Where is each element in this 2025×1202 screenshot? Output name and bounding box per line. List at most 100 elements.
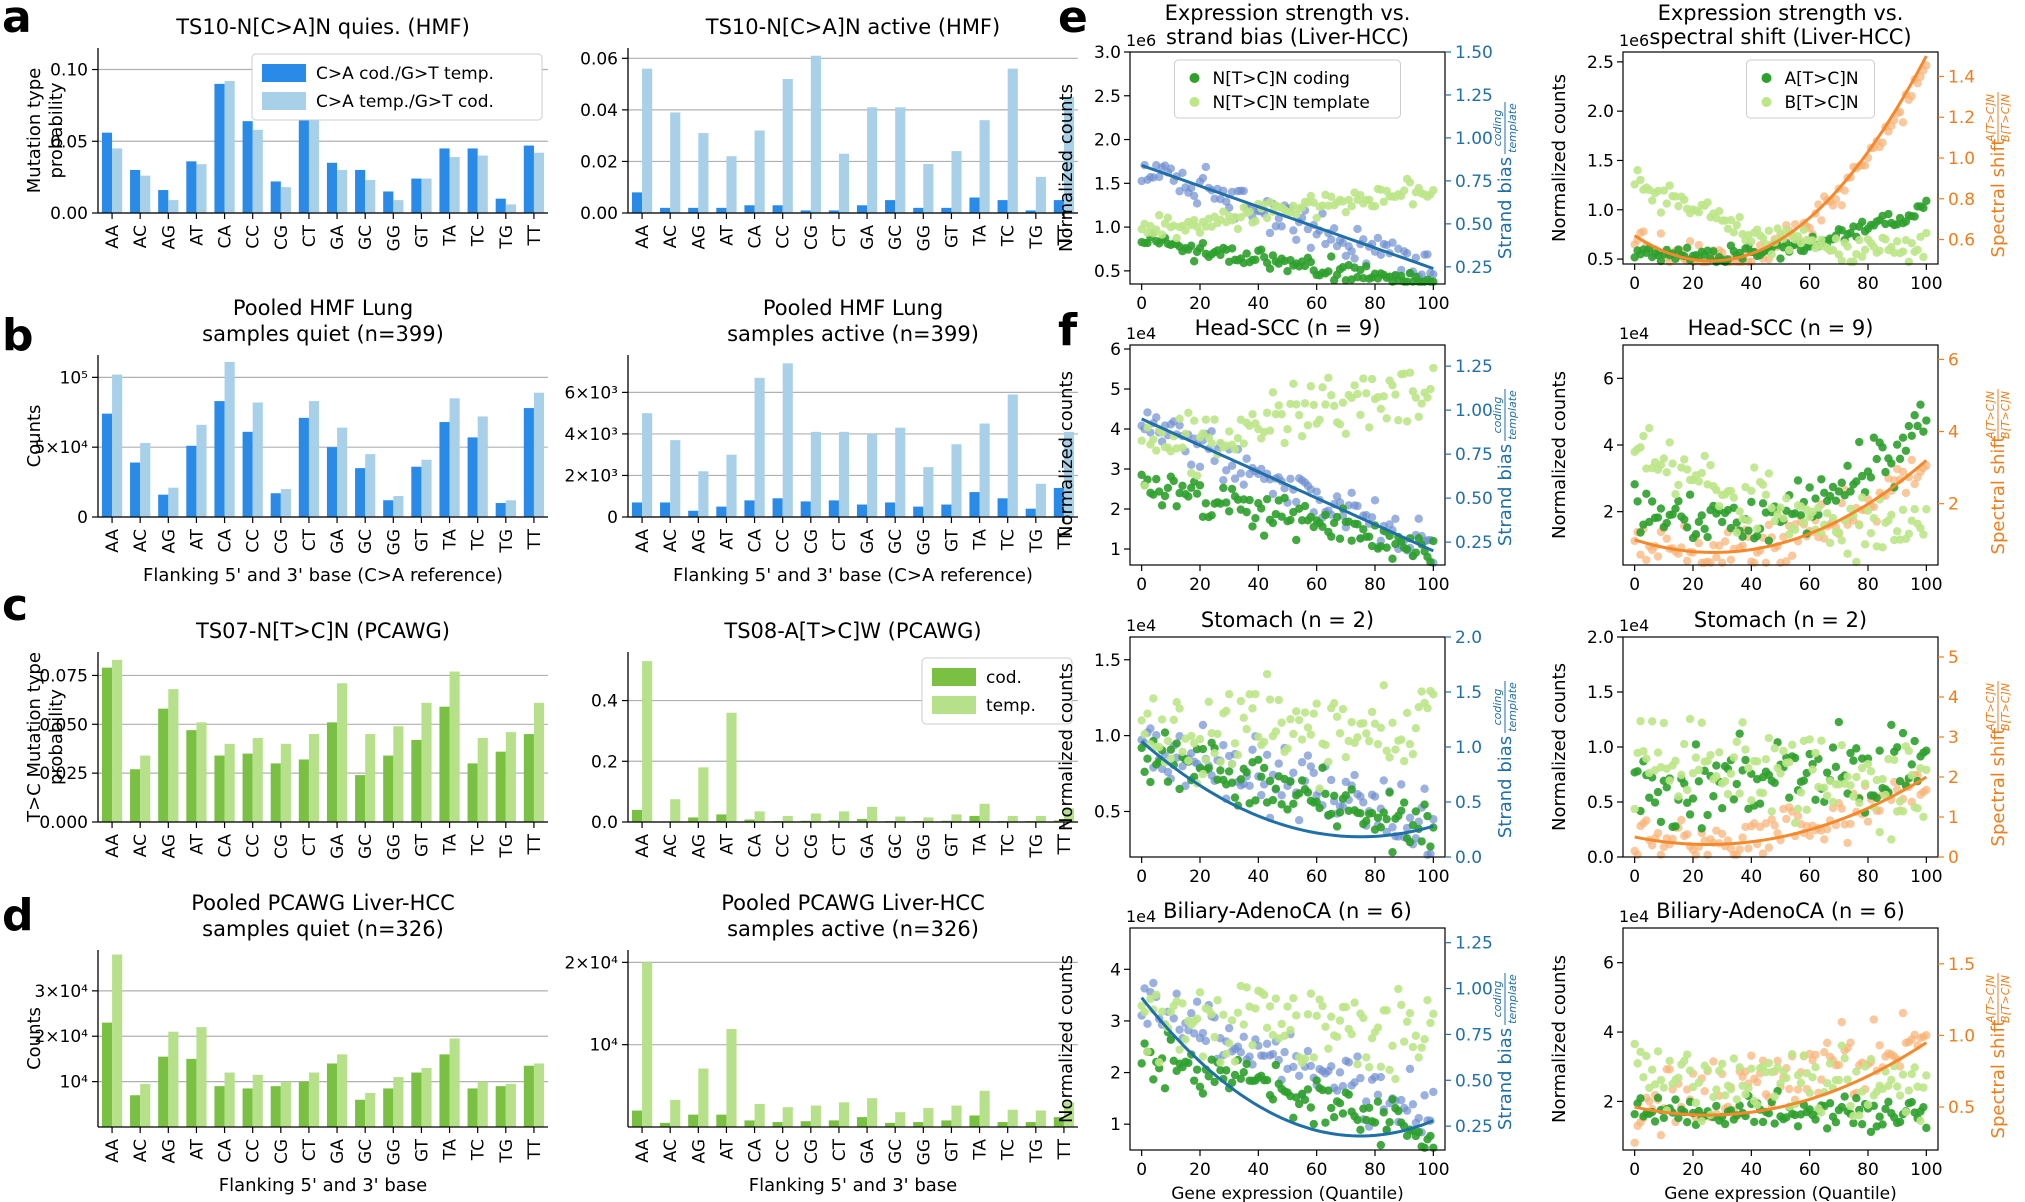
x-tick-label: AC	[661, 225, 681, 248]
data-point	[1691, 753, 1701, 762]
y-tick-label: 4	[1603, 436, 1614, 456]
data-point	[1350, 1078, 1359, 1087]
data-point	[1700, 524, 1709, 534]
data-point	[1213, 996, 1222, 1005]
y-tick-label: 1.0	[1587, 201, 1614, 221]
data-point	[1843, 242, 1852, 251]
data-point	[1834, 1060, 1844, 1070]
data-point	[1382, 1125, 1391, 1135]
data-point	[1187, 241, 1196, 250]
data-point	[1204, 1072, 1213, 1081]
data-point	[1201, 755, 1211, 765]
data-point	[1251, 255, 1260, 264]
y-tick-label: 3	[1110, 1012, 1121, 1032]
chart-title: TS07-N[T>C]N (PCAWG)	[195, 619, 450, 643]
data-point	[1364, 1063, 1374, 1072]
x-tick-label: 20	[1189, 1160, 1211, 1180]
data-point	[1895, 454, 1905, 464]
x-tick-label: GT	[412, 833, 432, 857]
data-point	[1321, 239, 1330, 249]
data-point	[1910, 479, 1919, 489]
data-point	[1210, 1032, 1219, 1042]
x-tick-label: TG	[497, 529, 517, 554]
data-point	[1726, 555, 1736, 564]
data-point	[1694, 477, 1704, 486]
data-point	[1315, 803, 1324, 813]
bar	[140, 442, 151, 517]
data-point	[1790, 525, 1800, 534]
bar	[112, 954, 123, 1127]
x-tick-label: 40	[1741, 575, 1763, 595]
data-point	[1852, 1093, 1861, 1103]
bar	[726, 712, 737, 822]
data-point	[1729, 493, 1739, 502]
bar	[467, 763, 478, 822]
data-point	[1242, 768, 1251, 777]
data-point	[1286, 474, 1295, 484]
data-point	[1741, 745, 1750, 754]
data-point	[1219, 1010, 1228, 1020]
data-point	[1846, 487, 1855, 496]
bar	[698, 133, 709, 213]
data-point	[1359, 374, 1368, 383]
data-point	[1297, 758, 1307, 767]
data-point	[1703, 850, 1712, 859]
data-point	[1817, 475, 1826, 484]
data-point	[1309, 768, 1318, 778]
data-point	[1262, 494, 1272, 504]
data-point	[1417, 399, 1426, 408]
data-point	[1350, 381, 1359, 390]
data-point	[1831, 195, 1841, 204]
data-point	[1289, 768, 1298, 777]
data-point	[1411, 393, 1421, 402]
data-point	[1913, 245, 1922, 255]
data-point	[1919, 252, 1928, 262]
data-point	[1717, 829, 1727, 839]
data-point	[1219, 207, 1228, 216]
data-point	[1863, 506, 1873, 515]
data-point	[1875, 827, 1884, 837]
data-point	[1327, 775, 1336, 785]
data-point	[1429, 363, 1438, 373]
bar	[495, 503, 506, 517]
bar	[951, 151, 962, 213]
data-point	[1796, 1078, 1806, 1088]
data-point	[1910, 411, 1919, 420]
data-point	[1630, 180, 1639, 189]
y-tick-label: 0.00	[50, 204, 88, 224]
data-point	[1402, 1106, 1412, 1115]
y2-tick-label: 1.25	[1455, 934, 1493, 954]
data-point	[1192, 489, 1202, 498]
bar	[505, 732, 516, 822]
x-tick-label: GA	[328, 834, 348, 859]
data-point	[1364, 532, 1374, 541]
data-point	[1785, 1084, 1794, 1094]
y-tick-label: 2.0	[1587, 628, 1614, 648]
data-point	[1919, 203, 1928, 213]
data-point	[1394, 1106, 1403, 1116]
data-point	[1189, 257, 1199, 266]
fit-line	[1634, 1041, 1928, 1117]
data-point	[1633, 1059, 1642, 1068]
data-point	[1388, 381, 1397, 390]
data-point	[1388, 848, 1397, 857]
data-point	[1898, 247, 1908, 256]
data-point	[1922, 785, 1931, 795]
bar	[186, 445, 197, 517]
data-point	[1294, 1071, 1304, 1081]
data-point	[1860, 161, 1870, 170]
legend-label: cod.	[986, 668, 1022, 688]
data-point	[1329, 1113, 1339, 1122]
data-point	[1198, 1028, 1208, 1038]
x-tick-label: CC	[244, 1139, 264, 1163]
data-point	[1306, 382, 1316, 391]
data-point	[1198, 238, 1208, 248]
data-point	[1694, 208, 1704, 217]
bar	[533, 702, 545, 822]
data-point	[1402, 1017, 1412, 1026]
legend-swatch	[262, 64, 306, 82]
data-point	[1901, 446, 1911, 455]
bar	[754, 811, 765, 822]
y-tick-label: 1.0	[1094, 727, 1121, 747]
data-point	[1898, 1008, 1908, 1018]
